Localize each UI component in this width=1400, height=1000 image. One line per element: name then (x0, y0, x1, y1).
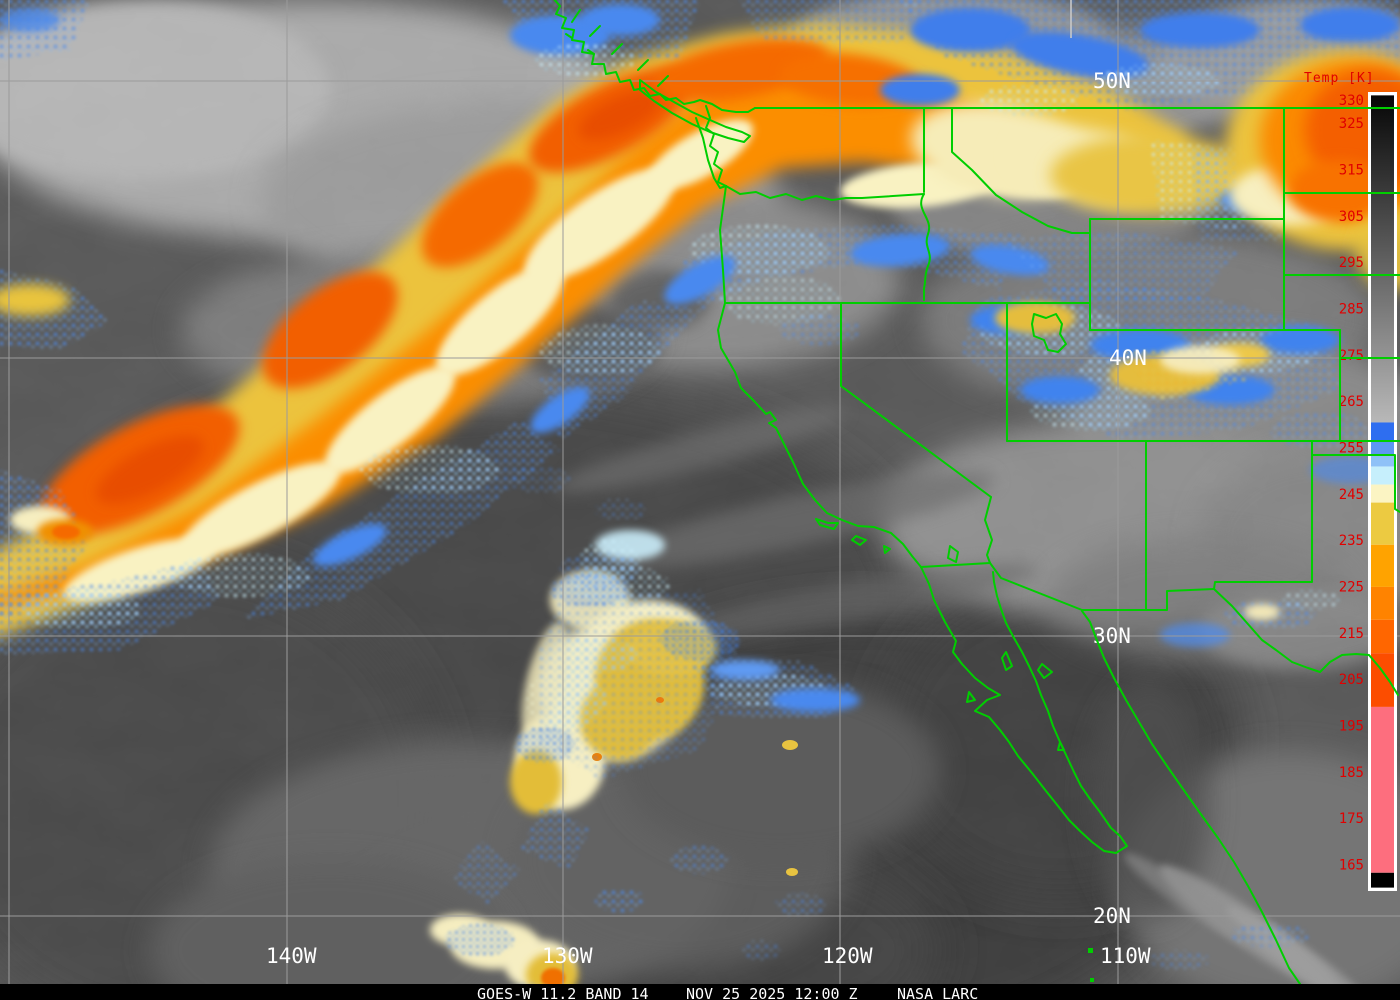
colorbar-segment (1371, 544, 1394, 587)
status-bar: GOES-W 11.2 BAND 14 NOV 25 2025 12:00 Z … (0, 984, 1400, 1000)
longitude-label-120W: 120W (822, 944, 873, 968)
colorbar-tick-225: 225 (1339, 579, 1364, 595)
scan-artifact-line (1070, 0, 1072, 38)
colorbar-segment (1371, 872, 1394, 888)
colorbar-tick-195: 195 (1339, 718, 1364, 734)
latitude-label-50N: 50N (1093, 69, 1131, 93)
coast-washington (695, 117, 727, 189)
colorbar-tick-325: 325 (1339, 116, 1364, 132)
colorbar-tick-275: 275 (1339, 348, 1364, 364)
longitude-label-110W: 110W (1100, 944, 1151, 968)
great-salt-lake (1031, 313, 1067, 353)
colorbar-segment (1371, 653, 1394, 707)
gulf-islands (966, 651, 1065, 751)
longitude-label-130W: 130W (542, 944, 593, 968)
colorbar-tick-265: 265 (1339, 394, 1364, 410)
coast-vancouver-island (639, 79, 751, 143)
colorbar-tick-245: 245 (1339, 487, 1364, 503)
coast-british-columbia (553, 0, 756, 113)
coast-california (717, 302, 922, 568)
colorbar-segment (1371, 454, 1394, 467)
coast-puget-sound (705, 105, 727, 187)
islas-marias (1088, 948, 1093, 953)
salton-sea (947, 545, 959, 563)
colorbar-tick-255: 255 (1339, 440, 1364, 456)
colorbar-tick-295: 295 (1339, 255, 1364, 271)
latitude-label-40N: 40N (1109, 346, 1147, 370)
colorbar-tick-285: 285 (1339, 301, 1364, 317)
product-label: GOES-W 11.2 BAND 14 (477, 985, 649, 1000)
border-mt-id (951, 107, 1091, 234)
colorbar-tick-165: 165 (1339, 857, 1364, 873)
coast-mainland-mexico (1081, 610, 1301, 984)
colorbar-tick-215: 215 (1339, 626, 1364, 642)
colorbar-tick-185: 185 (1339, 765, 1364, 781)
colorbar-segments (1371, 95, 1394, 888)
colorbar-segment (1371, 502, 1394, 545)
border-ca-az (984, 496, 993, 564)
border-ca-nv (840, 302, 992, 498)
colorbar-segment (1371, 466, 1394, 485)
coast-baja-california (920, 566, 1128, 854)
island-dot (1090, 978, 1094, 982)
colorbar-segment (1371, 442, 1394, 455)
colorbar-segment (1371, 706, 1394, 873)
timestamp-label: NOV 25 2025 12:00 Z (686, 985, 858, 1000)
colorbar-tick-175: 175 (1339, 811, 1364, 827)
channel-islands (815, 518, 891, 554)
latitude-label-20N: 20N (1093, 904, 1131, 928)
colorbar-tick-labels: 330 325 315 305 295 285 275 265 255 245 235 225 215 2… (1339, 93, 1364, 873)
border-rio-grande (1213, 588, 1399, 696)
border-ca-mexico (920, 562, 991, 568)
colorbar-segment (1371, 484, 1394, 503)
colorbar-tick-305: 305 (1339, 209, 1364, 225)
border-wa-or (725, 185, 925, 201)
colorbar-segment (1371, 95, 1394, 423)
colorbar-segment (1371, 422, 1394, 443)
border-az-nm-mexico (989, 562, 1215, 611)
border-nm-tx (1213, 440, 1313, 590)
colorbar-segment (1371, 586, 1394, 620)
longitude-label-140W: 140W (266, 944, 317, 968)
colorbar-tick-330: 330 (1339, 93, 1364, 109)
colorbar-title: Temp [K] (1304, 71, 1375, 86)
border-or-id (920, 193, 931, 301)
temperature-colorbar: Temp [K] 330 325 315 305 295 285 275 265 255 245 2… (1304, 71, 1397, 891)
colorbar-segment (1371, 619, 1394, 654)
colorbar-tick-235: 235 (1339, 533, 1364, 549)
colorbar-tick-205: 205 (1339, 672, 1364, 688)
border-ok-tx (1311, 454, 1400, 513)
map-boundaries (553, 0, 1400, 984)
coast-oregon (719, 185, 727, 304)
credit-label: NASA LARC (897, 985, 979, 1000)
colorbar-tick-315: 315 (1339, 162, 1364, 178)
